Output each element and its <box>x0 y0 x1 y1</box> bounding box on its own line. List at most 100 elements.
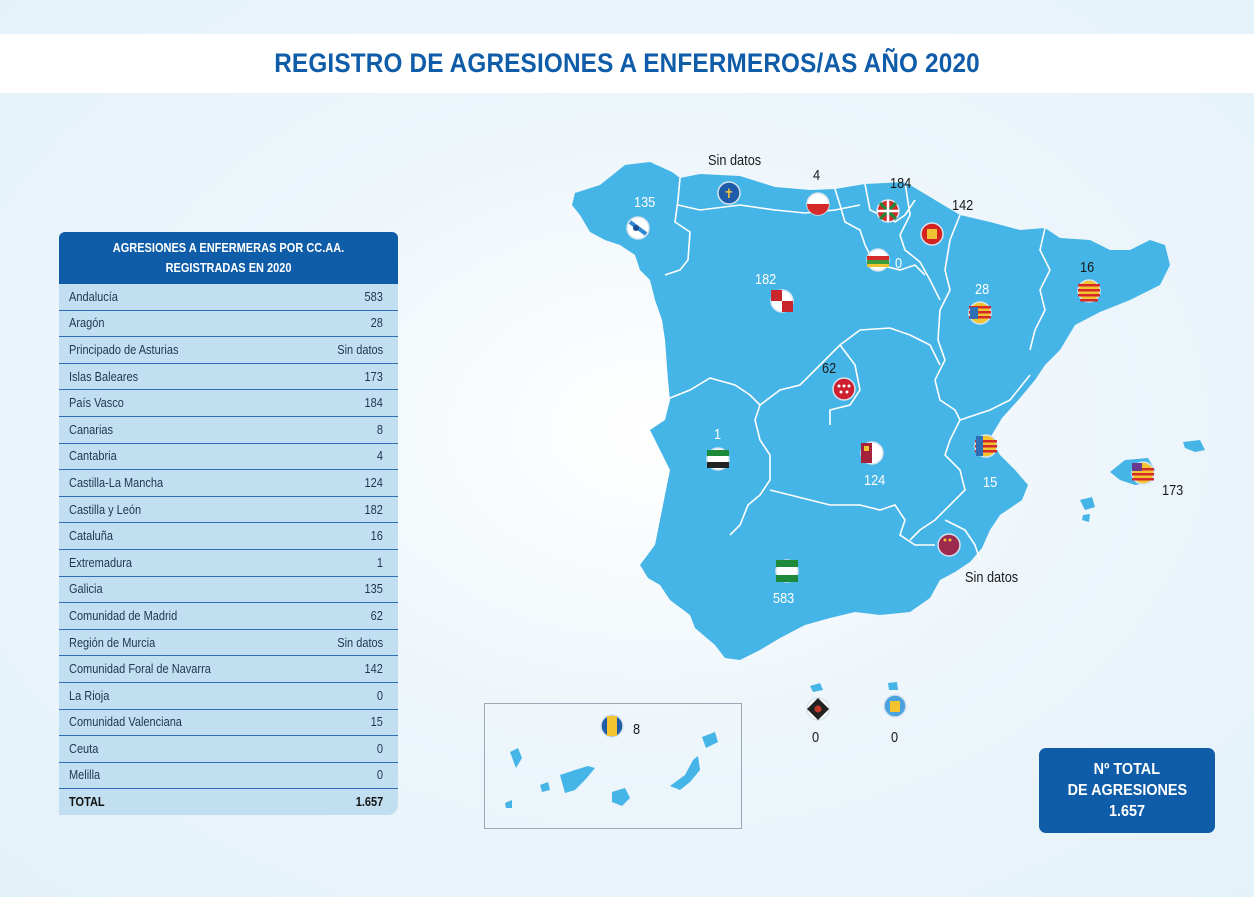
flag-pais-vasco-icon <box>876 199 900 223</box>
region-name: País Vasco <box>69 396 124 411</box>
flag-aragon-icon <box>968 301 992 325</box>
table-row: Andalucía 583 <box>59 284 398 311</box>
table-row: Comunidad Foral de Navarra 142 <box>59 656 398 683</box>
region-value: 142 <box>364 662 383 677</box>
region-name: Principado de Asturias <box>69 342 179 357</box>
region-name: Castilla-La Mancha <box>69 475 164 490</box>
svg-text:✝: ✝ <box>724 187 735 202</box>
table-row: Aragón 28 <box>59 311 398 338</box>
flag-andalucia-icon <box>775 559 799 583</box>
region-value: 4 <box>376 449 383 464</box>
label-andalucia: 583 <box>773 590 795 607</box>
flag-castilla-leon-icon <box>770 289 794 313</box>
region-name: Islas Baleares <box>69 369 139 384</box>
total-box-line3: 1.657 <box>1108 803 1146 820</box>
table-total-row: TOTAL 1.657 <box>59 789 398 815</box>
flag-valencia-icon <box>974 434 998 458</box>
table-row: Comunidad de Madrid 62 <box>59 603 398 630</box>
flag-castilla-mancha-icon <box>860 441 884 465</box>
label-pais-vasco: 184 <box>890 175 912 192</box>
flag-ceuta-icon <box>806 697 830 721</box>
label-murcia: Sin datos <box>965 569 1019 586</box>
label-navarra: 142 <box>952 197 974 214</box>
flag-asturias-icon: ✝ <box>717 181 741 205</box>
region-name: Comunidad de Madrid <box>69 608 178 623</box>
label-valencia: 15 <box>983 474 998 491</box>
label-baleares: 173 <box>1162 482 1184 499</box>
region-value: 583 <box>364 289 383 304</box>
region-value: 16 <box>370 529 383 544</box>
label-castilla-leon: 182 <box>755 271 777 288</box>
region-name: Andalucía <box>69 289 118 304</box>
region-value: 15 <box>370 715 383 730</box>
table-row: Extremadura 1 <box>59 550 398 577</box>
region-name: Melilla <box>69 768 101 783</box>
region-name: La Rioja <box>69 688 110 703</box>
table-row: Canarias 8 <box>59 417 398 444</box>
region-value: 28 <box>370 316 383 331</box>
label-melilla: 0 <box>891 729 899 746</box>
table-row: País Vasco 184 <box>59 390 398 417</box>
total-box-line1: Nº TOTAL <box>1093 761 1161 778</box>
table-row: Ceuta 0 <box>59 736 398 763</box>
canarias-inset-frame <box>484 703 742 829</box>
table-row: Galicia 135 <box>59 577 398 604</box>
table-header: AGRESIONES A ENFERMERAS POR CC.AA. REGIS… <box>59 232 398 284</box>
region-name: Extremadura <box>69 555 132 570</box>
region-value: 1 <box>376 555 383 570</box>
region-value: Sin datos <box>337 635 383 650</box>
table-body: Andalucía 583 Aragón 28 Principado de Astu… <box>59 284 398 815</box>
region-value: 62 <box>370 608 383 623</box>
flag-galicia-icon <box>626 216 650 240</box>
label-extremadura: 1 <box>714 426 722 443</box>
region-name: Canarias <box>69 422 114 437</box>
flag-baleares-icon <box>1131 461 1155 485</box>
table-row: Región de Murcia Sin datos <box>59 630 398 657</box>
region-value: 184 <box>364 396 383 411</box>
region-name: Galicia <box>69 582 103 597</box>
flag-navarra-icon <box>920 222 944 246</box>
table-header-line2: REGISTRADAS EN 2020 <box>165 261 292 275</box>
table-row: Principado de Asturias Sin datos <box>59 337 398 364</box>
label-cantabria: 4 <box>813 167 821 184</box>
region-name: Comunidad Foral de Navarra <box>69 662 211 677</box>
region-name: Región de Murcia <box>69 635 156 650</box>
flag-melilla-icon <box>883 694 907 718</box>
label-madrid: 62 <box>822 360 837 377</box>
page-title: REGISTRO DE AGRESIONES A ENFERMEROS/AS A… <box>274 48 980 78</box>
region-name: Castilla y León <box>69 502 142 517</box>
region-value: 0 <box>376 768 383 783</box>
region-value: 8 <box>376 422 383 437</box>
total-box-line2: DE AGRESIONES <box>1067 782 1187 799</box>
total-value: 1.657 <box>355 795 383 810</box>
table-row: La Rioja 0 <box>59 683 398 710</box>
region-value: 135 <box>364 582 383 597</box>
table-row: Castilla y León 182 <box>59 497 398 524</box>
region-name: Cataluña <box>69 529 114 544</box>
region-value: 173 <box>364 369 383 384</box>
region-value: 182 <box>364 502 383 517</box>
region-name: Cantabria <box>69 449 117 464</box>
region-name: Comunidad Valenciana <box>69 715 182 730</box>
flag-cataluna-icon <box>1077 279 1101 303</box>
table-row: Castilla-La Mancha 124 <box>59 470 398 497</box>
region-name: Ceuta <box>69 741 99 756</box>
total-aggressions-box: Nº TOTAL DE AGRESIONES 1.657 <box>1039 748 1215 833</box>
label-castilla-mancha: 124 <box>864 472 886 489</box>
ceuta-melilla-shapes <box>810 682 898 692</box>
table-row: Comunidad Valenciana 15 <box>59 710 398 737</box>
label-ceuta: 0 <box>812 729 820 746</box>
table-header-line1: AGRESIONES A ENFERMERAS POR CC.AA. <box>112 241 345 255</box>
table-row: Melilla 0 <box>59 763 398 790</box>
region-value: 124 <box>364 475 383 490</box>
peninsula-shape <box>572 162 1170 660</box>
flag-extremadura-icon <box>706 447 730 471</box>
region-value: Sin datos <box>337 342 383 357</box>
flag-cantabria-icon <box>806 192 830 216</box>
flag-madrid-icon <box>832 377 856 401</box>
table-row: Islas Baleares 173 <box>59 364 398 391</box>
label-rioja: 0 <box>895 255 903 272</box>
label-aragon: 28 <box>975 281 990 298</box>
region-borders <box>664 177 1051 561</box>
table-row: Cantabria 4 <box>59 444 398 471</box>
